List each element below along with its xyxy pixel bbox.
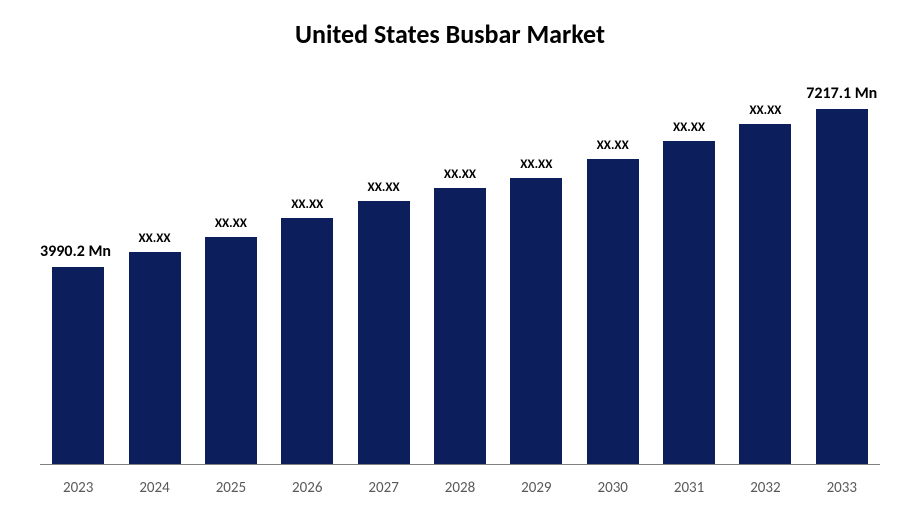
x-axis-label: 2031	[651, 479, 727, 497]
bar	[739, 124, 791, 464]
x-axis-label: 2026	[269, 479, 345, 497]
bar	[281, 218, 333, 464]
bar-group: XX.XX	[651, 70, 727, 464]
bar	[358, 201, 410, 464]
x-axis-label: 2023	[40, 479, 116, 497]
bar-value-label: XX.XX	[138, 231, 170, 246]
x-axis-label: 2033	[804, 479, 880, 497]
bar-group: XX.XX	[727, 70, 803, 464]
bar-value-label: 3990.2 Mn	[40, 242, 111, 261]
x-axis-label: 2024	[116, 479, 192, 497]
bar-value-label: XX.XX	[215, 216, 247, 231]
bar	[816, 109, 868, 464]
chart-area: 3990.2 Mn XX.XX XX.XX XX.XX XX.XX XX.XX XX.XX X…	[40, 70, 880, 465]
bar-value-label: XX.XX	[368, 180, 400, 195]
bar-group: XX.XX	[575, 70, 651, 464]
bars-container: 3990.2 Mn XX.XX XX.XX XX.XX XX.XX XX.XX XX.XX X…	[40, 70, 880, 465]
bar	[52, 267, 104, 464]
bar-group: XX.XX	[422, 70, 498, 464]
x-axis-label: 2028	[422, 479, 498, 497]
bar-group: XX.XX	[193, 70, 269, 464]
bar	[587, 159, 639, 464]
x-axis-label: 2029	[498, 479, 574, 497]
bar-value-label: XX.XX	[291, 197, 323, 212]
bar-group: XX.XX	[269, 70, 345, 464]
bar	[434, 188, 486, 464]
bar-group: XX.XX	[345, 70, 421, 464]
bar-group: 3990.2 Mn	[40, 70, 116, 464]
bar-value-label: XX.XX	[520, 157, 552, 172]
bar	[205, 237, 257, 464]
chart-title: United States Busbar Market	[0, 0, 900, 50]
bar-group: XX.XX	[116, 70, 192, 464]
bar-group: 7217.1 Mn	[804, 70, 880, 464]
bar	[510, 178, 562, 464]
bar-value-label: XX.XX	[444, 167, 476, 182]
bar-value-label: XX.XX	[673, 120, 705, 135]
x-axis-label: 2027	[345, 479, 421, 497]
x-axis-label: 2032	[727, 479, 803, 497]
bar	[129, 252, 181, 464]
bar	[663, 141, 715, 464]
x-axis-label: 2025	[193, 479, 269, 497]
bar-group: XX.XX	[498, 70, 574, 464]
bar-value-label: XX.XX	[597, 138, 629, 153]
x-axis-label: 2030	[575, 479, 651, 497]
x-axis-labels: 2023202420252026202720282029203020312032…	[40, 479, 880, 497]
bar-value-label: 7217.1 Mn	[806, 84, 877, 103]
bar-value-label: XX.XX	[749, 103, 781, 118]
